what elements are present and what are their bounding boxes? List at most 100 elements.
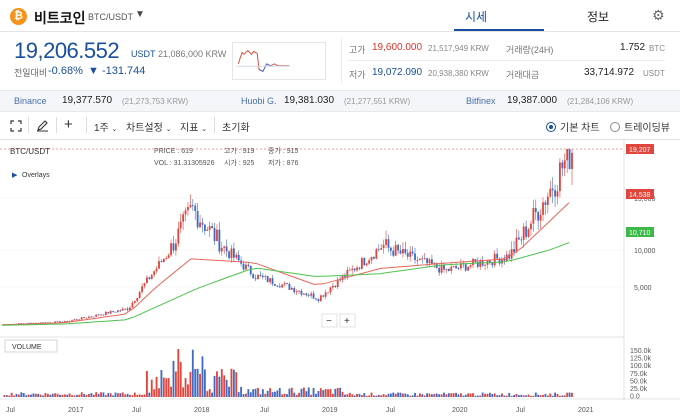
candlestick-chart[interactable]: BTC/USDT ▶ Overlays PRICE : 619 고가 : 919… bbox=[0, 140, 680, 418]
exchange-name-binance[interactable]: Binance bbox=[14, 96, 47, 106]
price-axis-labels: 15,000 10,000 5,000 bbox=[634, 196, 656, 292]
indicators-label: 지표 bbox=[180, 123, 199, 134]
candle-body bbox=[377, 249, 380, 251]
chart-symbol: BTC/USDT bbox=[10, 147, 50, 156]
chart-settings-button[interactable]: 차트설정 ⌄ bbox=[126, 119, 171, 134]
candle-body bbox=[131, 302, 134, 308]
volume-bar bbox=[232, 369, 235, 397]
zoom-out-label: − bbox=[326, 316, 332, 327]
volume-bar bbox=[80, 392, 83, 397]
current-price: 19,206.552 bbox=[14, 38, 120, 63]
volume-bar bbox=[452, 393, 455, 397]
volume-bar bbox=[472, 393, 474, 397]
overlays-toggle[interactable]: Overlays bbox=[22, 172, 50, 179]
tab-info[interactable]: 정보 bbox=[586, 10, 610, 24]
candle-body bbox=[447, 269, 450, 271]
exchange-name-huobi[interactable]: Huobi G. bbox=[241, 96, 277, 106]
volume-label-box: VOLUME bbox=[4, 339, 58, 353]
candle-body bbox=[208, 226, 211, 230]
stat-separator bbox=[341, 38, 342, 84]
overlays-toggle-icon[interactable]: ▶ bbox=[12, 172, 18, 179]
zoom-in-button[interactable]: + bbox=[339, 313, 356, 328]
volume-bar bbox=[27, 394, 30, 397]
coin-pair: BTC/USDT bbox=[88, 12, 133, 22]
volume-bar bbox=[399, 392, 402, 397]
badge-ma-long: 10,710 bbox=[626, 227, 654, 237]
candle-body bbox=[191, 205, 194, 206]
volume-bar bbox=[530, 395, 532, 397]
pencil-icon[interactable] bbox=[36, 119, 49, 132]
volume-bar bbox=[515, 393, 518, 397]
high-label: 고가 bbox=[349, 45, 366, 55]
basic-chart-radio[interactable] bbox=[546, 122, 556, 132]
candle-body bbox=[254, 278, 257, 280]
zoom-out-button[interactable]: − bbox=[321, 313, 338, 328]
candle-body bbox=[370, 257, 373, 261]
volume-bar bbox=[389, 393, 392, 397]
candle-body bbox=[327, 292, 329, 294]
crosshair-icon[interactable] bbox=[10, 120, 22, 132]
basic-chart-label[interactable]: 기본 차트 bbox=[560, 123, 600, 134]
candle-body bbox=[216, 229, 218, 242]
volume-bar bbox=[13, 395, 15, 397]
candle-body bbox=[469, 265, 472, 267]
volume-bar bbox=[165, 378, 168, 397]
exchange-price-binance: 19,377.570 bbox=[62, 95, 113, 106]
volume-bar bbox=[107, 393, 110, 397]
candle-body bbox=[397, 244, 400, 251]
indicators-button[interactable]: 지표 ⌄ bbox=[180, 119, 207, 134]
candle-body bbox=[150, 275, 153, 280]
tab-market[interactable]: 시세 bbox=[464, 10, 488, 24]
volume-bar bbox=[491, 394, 494, 397]
volume-bar bbox=[196, 368, 199, 397]
candle-body bbox=[266, 276, 269, 283]
candle-body bbox=[109, 311, 112, 314]
reset-button[interactable]: 초기화 bbox=[222, 123, 250, 134]
candle-body bbox=[237, 254, 240, 261]
gear-icon[interactable]: ⚙ bbox=[652, 7, 665, 23]
candle-body bbox=[162, 258, 165, 263]
candle-body bbox=[278, 286, 281, 288]
volume-bar bbox=[97, 393, 100, 397]
volume-bar bbox=[501, 393, 503, 397]
candle-body bbox=[484, 264, 486, 266]
high-value: 19,600.000 bbox=[372, 42, 423, 53]
volume-bar bbox=[295, 394, 298, 397]
volume-axis-label: 75.0k bbox=[630, 371, 648, 378]
candle-body bbox=[344, 275, 346, 278]
candle-body bbox=[288, 283, 291, 290]
badge-current-price: 19,207 bbox=[626, 144, 654, 154]
volume-bar bbox=[474, 395, 477, 397]
volume-bar bbox=[370, 392, 373, 397]
candle-body bbox=[75, 319, 78, 321]
candle-body bbox=[143, 283, 146, 287]
exchange-name-bitfinex[interactable]: Bitfinex bbox=[466, 96, 496, 106]
candle-body bbox=[286, 283, 288, 284]
volume-bar bbox=[339, 387, 342, 397]
volume-bar bbox=[336, 387, 339, 397]
time-axis-label: Jul bbox=[260, 407, 269, 414]
mini-chart-line-down bbox=[258, 63, 271, 73]
candle-body bbox=[85, 317, 88, 319]
period-select[interactable]: 1주 ⌄ bbox=[94, 119, 117, 134]
volume-bar bbox=[532, 395, 535, 397]
candle-body bbox=[530, 223, 532, 230]
candle-body bbox=[20, 323, 23, 325]
candle-body bbox=[452, 265, 455, 267]
header-divider bbox=[0, 31, 680, 32]
candle-body bbox=[346, 269, 349, 278]
volume-bar bbox=[510, 395, 513, 397]
tradingview-radio[interactable] bbox=[610, 122, 620, 132]
chevron-down-icon[interactable]: ▼ bbox=[135, 9, 145, 20]
volume-bar bbox=[505, 395, 508, 397]
plus-icon[interactable]: + bbox=[64, 116, 73, 133]
toolbar-separator bbox=[56, 117, 57, 133]
time-axis-label: 2019 bbox=[322, 407, 338, 414]
tradingview-label[interactable]: 트레이딩뷰 bbox=[624, 123, 670, 134]
volume-value: 1.752 bbox=[620, 42, 646, 53]
exchange-price-bitfinex: 19,387.000 bbox=[507, 95, 558, 106]
volume-bar bbox=[237, 392, 240, 397]
exchange-krw-binance: (21,273,753 KRW) bbox=[122, 97, 189, 106]
volume-bar bbox=[433, 393, 436, 397]
volume-bar bbox=[216, 371, 218, 397]
